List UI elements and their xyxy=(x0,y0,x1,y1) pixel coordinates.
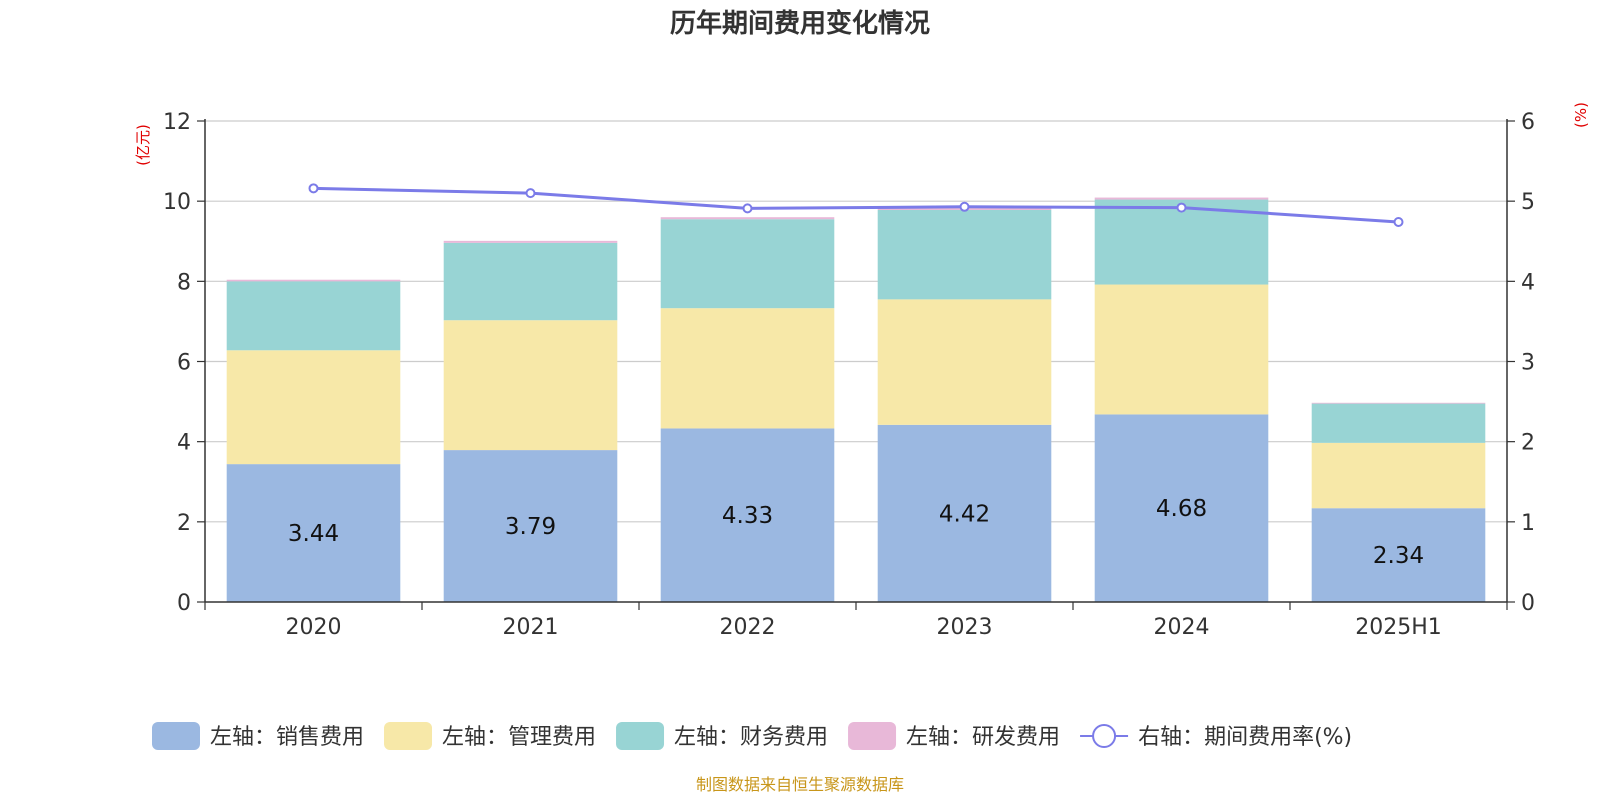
legend-label: 左轴：销售费用 xyxy=(210,725,364,750)
right-axis-tick-label: 5 xyxy=(1521,190,1535,215)
data-labels: 3.44 3.79 4.33 4.42 4.68 2.34 xyxy=(288,496,1424,569)
bar-segment xyxy=(226,464,401,602)
bar-segment xyxy=(877,209,1052,300)
bar-segment xyxy=(660,308,835,429)
right-axis-tick-label: 6 xyxy=(1521,110,1535,135)
x-axis-tick-label: 2021 xyxy=(503,615,559,640)
bar-segment xyxy=(660,217,835,220)
bar-segment xyxy=(226,279,401,282)
data-label: 4.33 xyxy=(722,503,773,529)
rate-point xyxy=(959,201,970,212)
rate-line-path xyxy=(313,186,1399,224)
legend-label: 左轴：研发费用 xyxy=(906,725,1060,750)
bar-segment xyxy=(1094,197,1269,200)
x-axis-tick-label: 2022 xyxy=(720,615,776,640)
rate-line xyxy=(308,183,1404,228)
rate-point xyxy=(308,183,319,194)
rate-point xyxy=(525,188,536,199)
bar-segment xyxy=(1311,403,1486,443)
bar-segment xyxy=(1311,508,1486,602)
left-axis-unit: (亿元) xyxy=(134,124,152,166)
rate-point xyxy=(1176,202,1187,213)
bar-segment xyxy=(1094,284,1269,415)
chart-title: 历年期间费用变化情况 xyxy=(670,8,930,39)
rate-point xyxy=(1393,217,1404,228)
bar-segment xyxy=(660,219,835,309)
legend-label: 左轴：管理费用 xyxy=(442,725,596,750)
left-axis-tick-label: 8 xyxy=(177,270,191,295)
source-note: 制图数据来自恒生聚源数据库 xyxy=(696,775,904,794)
legend-label: 右轴：期间费用率(%) xyxy=(1138,725,1352,750)
legend-swatch xyxy=(848,722,897,750)
left-axis-tick-label: 12 xyxy=(163,110,191,135)
legend-label: 左轴：财务费用 xyxy=(674,725,828,750)
bar-segment xyxy=(660,428,835,602)
right-axis-tick-label: 3 xyxy=(1521,351,1535,376)
legend-swatch xyxy=(152,722,200,750)
bar-segment xyxy=(1094,414,1269,602)
left-axis-tick-label: 0 xyxy=(177,591,191,616)
bar-segment xyxy=(877,299,1052,425)
right-axis-unit: (%) xyxy=(1572,102,1590,128)
data-label: 2.34 xyxy=(1373,543,1424,569)
bar-segment xyxy=(1094,199,1269,285)
bar-segment xyxy=(443,320,618,451)
right-axis-tick-label: 1 xyxy=(1521,511,1535,536)
data-label: 3.79 xyxy=(505,514,556,540)
bar-segment xyxy=(226,350,401,465)
bar-segment xyxy=(443,450,618,602)
bar-segment xyxy=(1311,442,1486,509)
legend-marker-symbol xyxy=(1092,724,1117,748)
left-axis-tick-label: 6 xyxy=(177,351,191,376)
bar-segment xyxy=(443,240,618,243)
bars xyxy=(226,197,1486,602)
right-axis-tick-label: 4 xyxy=(1521,270,1535,295)
grid xyxy=(205,120,1507,523)
data-label: 4.68 xyxy=(1156,496,1207,522)
data-label: 4.42 xyxy=(939,501,990,527)
left-axis-tick-label: 2 xyxy=(177,511,191,536)
left-axis-tick-label: 4 xyxy=(177,431,191,456)
data-label: 3.44 xyxy=(288,521,339,547)
right-axis-tick-label: 2 xyxy=(1521,431,1535,456)
x-axis-tick-label: 2023 xyxy=(937,615,993,640)
left-axis-tick-label: 10 xyxy=(163,190,191,215)
bar-segment xyxy=(443,242,618,321)
legend: 左轴：销售费用 左轴：管理费用 左轴：财务费用 左轴：研发费用 右轴：期间费用率(%) xyxy=(152,722,1352,750)
bar-segment xyxy=(877,424,1052,602)
rate-point xyxy=(742,203,753,214)
x-axis-tick-label: 2024 xyxy=(1154,615,1210,640)
bar-segment xyxy=(1311,402,1486,404)
legend-swatch xyxy=(616,722,665,750)
legend-swatch xyxy=(384,722,433,750)
bar-segment xyxy=(226,281,401,351)
right-axis-tick-label: 0 xyxy=(1521,591,1535,616)
x-axis-tick-label: 2020 xyxy=(286,615,342,640)
x-axis-tick-label: 2025H1 xyxy=(1355,615,1442,640)
